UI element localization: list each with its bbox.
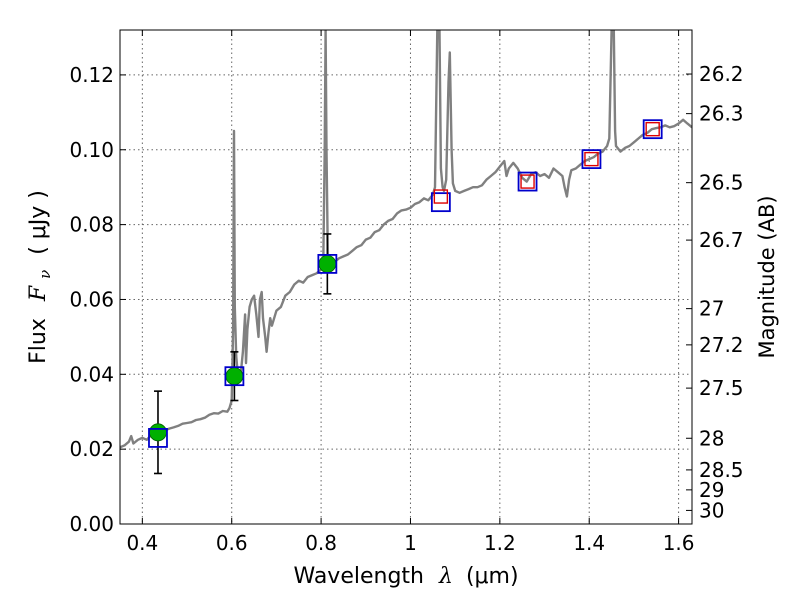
x-axis-label-symbol: λ [438, 564, 453, 589]
y-axis-label-subscript: ν [36, 270, 54, 279]
x-axis-label-main: Wavelength [293, 564, 424, 589]
model-box-blue [581, 149, 602, 170]
right-tick-label: 29 [699, 478, 724, 502]
right-tick-label: 26.2 [699, 62, 744, 86]
y-axis-label-unit: ( μJy ) [26, 190, 51, 255]
x-tick-label: 1 [404, 531, 417, 555]
y-tick-label: 0.12 [69, 63, 114, 87]
x-tick-label: 0.4 [126, 531, 158, 555]
y-axis-label: Flux F ν ( μJy ) [26, 190, 56, 364]
x-tick-label: 0.8 [305, 531, 337, 555]
x-axis-label-unit: (μm) [466, 564, 519, 589]
observed-point [318, 255, 337, 273]
model-box-blue [317, 254, 338, 274]
right-tick-label: 30 [699, 498, 724, 522]
y-tick-label: 0.00 [69, 512, 114, 536]
x-tick-label: 1.2 [484, 531, 516, 555]
right-tick-label: 26.5 [699, 171, 744, 195]
right-tick-label: 28 [699, 426, 724, 450]
spectrum-line [120, 30, 692, 449]
right-tick-label: 26.3 [699, 102, 744, 126]
y-tick-label: 0.04 [69, 362, 114, 386]
right-tick-label: 26.7 [699, 228, 744, 252]
observed-point [149, 423, 167, 442]
y-tick-label: 0.10 [69, 138, 114, 162]
model-boxes [148, 119, 663, 448]
right-tick-label: 27.5 [699, 376, 744, 400]
model-box-red [645, 121, 660, 137]
y-axis-label-main: Flux [26, 318, 51, 364]
model-box-blue [642, 119, 663, 140]
model-box-red [584, 151, 599, 167]
y-axis-ticks: 0.00 0.02 0.04 0.06 0.08 0.10 0.12 [69, 63, 126, 536]
model-box-blue [148, 428, 168, 448]
right-tick-label: 28.5 [699, 458, 744, 482]
grid-lines [120, 30, 692, 524]
right-tick-label: 27.2 [699, 333, 744, 357]
right-axis-label: Magnitude (AB) [755, 195, 779, 358]
model-box-red [520, 174, 535, 189]
plot-frame [119, 29, 693, 525]
model-box-blue [224, 366, 245, 387]
y-tick-label: 0.06 [69, 287, 114, 311]
model-box-red [433, 189, 449, 204]
right-tick-label: 27 [699, 297, 724, 321]
y-axis-label-symbol: F [26, 285, 51, 302]
observed-point [225, 367, 244, 386]
y-tick-label: 0.08 [69, 213, 114, 237]
x-axis-ticks: 0.4 0.6 0.8 1 1.2 1.4 1.6 [126, 30, 695, 555]
model-box-blue [430, 192, 451, 213]
spectrum-series [120, 30, 692, 449]
y-tick-label: 0.02 [69, 437, 114, 461]
model-box-blue [517, 171, 538, 192]
x-axis-label: Wavelength λ (μm) [293, 564, 518, 589]
x-tick-label: 0.6 [216, 531, 248, 555]
x-tick-label: 1.4 [573, 531, 605, 555]
x-tick-label: 1.6 [663, 531, 695, 555]
